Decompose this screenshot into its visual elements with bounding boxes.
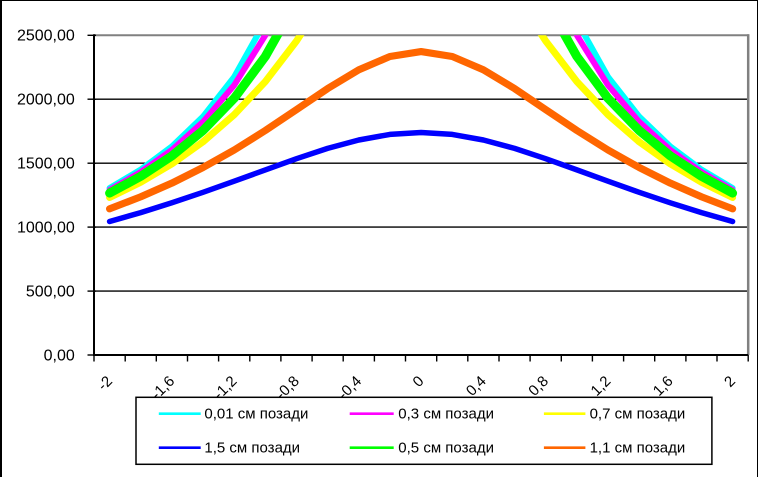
svg-text:1500,00: 1500,00 xyxy=(17,156,75,173)
svg-text:1000,00: 1000,00 xyxy=(17,220,75,237)
svg-text:1,1 см позади: 1,1 см позади xyxy=(590,440,686,457)
svg-text:0,00: 0,00 xyxy=(44,347,75,364)
svg-text:0,01 см позади: 0,01 см позади xyxy=(204,406,308,423)
svg-text:1,5 см позади: 1,5 см позади xyxy=(204,440,300,457)
svg-text:2000,00: 2000,00 xyxy=(17,92,75,109)
svg-text:0,5 см позади: 0,5 см позади xyxy=(398,440,494,457)
svg-text:0,3 см позади: 0,3 см позади xyxy=(398,406,494,423)
svg-text:0,7 см позади: 0,7 см позади xyxy=(590,406,686,423)
svg-text:2500,00: 2500,00 xyxy=(17,28,75,45)
svg-text:500,00: 500,00 xyxy=(26,284,75,301)
